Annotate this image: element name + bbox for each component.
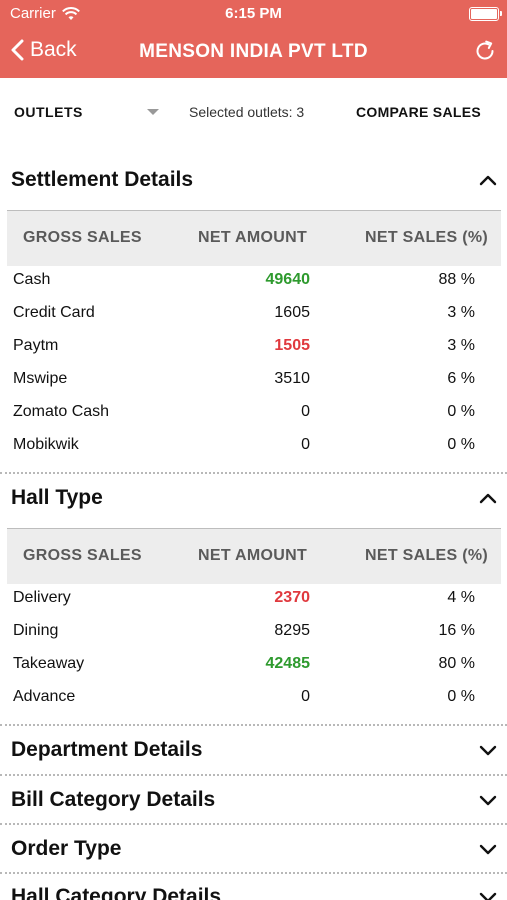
filter-bar: OUTLETS Selected outlets: 3 COMPARE SALE… <box>0 78 507 148</box>
section-header-bill-category[interactable]: Bill Category Details <box>0 777 507 825</box>
section-header-department[interactable]: Department Details <box>0 727 507 775</box>
row-percent: 0 % <box>447 403 475 420</box>
row-percent: 3 % <box>447 304 475 321</box>
row-percent: 3 % <box>447 337 475 354</box>
row-amount: 0 <box>301 403 310 420</box>
table-row: Paytm 1505 3 % <box>0 331 507 364</box>
table-row: Mswipe 3510 6 % <box>0 364 507 397</box>
row-name: Mobikwik <box>13 436 79 453</box>
carrier-label: Carrier <box>10 5 56 22</box>
row-percent: 16 % <box>438 622 475 639</box>
table-header: GROSS SALES NET AMOUNT NET SALES (%) <box>7 210 501 266</box>
section-header-order-type[interactable]: Order Type <box>0 826 507 874</box>
back-button[interactable]: Back <box>10 38 77 62</box>
section-header-hall-type[interactable]: Hall Type <box>0 475 507 523</box>
column-net-amount: NET AMOUNT <box>198 547 308 564</box>
table-row: Zomato Cash 0 0 % <box>0 397 507 430</box>
refresh-icon[interactable] <box>473 39 497 63</box>
row-name: Advance <box>13 688 76 705</box>
row-percent: 88 % <box>438 271 475 288</box>
page-title: MENSON INDIA PVT LTD <box>139 41 368 62</box>
table-row: Cash 49640 88 % <box>0 265 507 298</box>
row-amount: 1605 <box>274 304 310 321</box>
carrier-info: Carrier <box>10 5 80 22</box>
row-amount: 49640 <box>265 271 311 288</box>
table-row: Credit Card 1605 3 % <box>0 298 507 331</box>
row-percent: 0 % <box>447 688 475 705</box>
table-header: GROSS SALES NET AMOUNT NET SALES (%) <box>7 528 501 584</box>
chevron-left-icon <box>11 39 24 61</box>
row-name: Dining <box>13 622 59 639</box>
row-amount: 42485 <box>265 655 311 672</box>
chevron-up-icon <box>479 493 497 504</box>
selected-outlets-label: Selected outlets: 3 <box>189 104 305 120</box>
section-divider <box>0 823 507 825</box>
row-name: Cash <box>13 271 51 288</box>
column-net-sales-pct: NET SALES (%) <box>365 547 489 564</box>
section-title: Order Type <box>11 837 122 860</box>
section-divider <box>0 774 507 776</box>
nav-bar: Back MENSON INDIA PVT LTD <box>0 28 507 78</box>
battery-icon <box>469 7 502 21</box>
row-amount: 0 <box>301 436 310 453</box>
table-row: Advance 0 0 % <box>0 682 507 715</box>
row-amount: 2370 <box>274 589 310 606</box>
chevron-up-icon <box>479 175 497 186</box>
section-title: Settlement Details <box>11 168 194 191</box>
compare-sales-button[interactable]: COMPARE SALES <box>356 104 481 120</box>
column-gross-sales: GROSS SALES <box>23 547 142 564</box>
row-name: Paytm <box>13 337 59 354</box>
row-name: Delivery <box>13 589 71 606</box>
row-amount: 3510 <box>274 370 310 387</box>
section-divider <box>0 724 507 726</box>
row-name: Zomato Cash <box>13 403 110 420</box>
row-percent: 4 % <box>447 589 475 606</box>
table-row: Delivery 2370 4 % <box>0 583 507 616</box>
back-label: Back <box>30 38 77 61</box>
column-net-amount: NET AMOUNT <box>198 229 308 246</box>
section-header-settlement[interactable]: Settlement Details <box>0 157 507 205</box>
table-row: Dining 8295 16 % <box>0 616 507 649</box>
row-name: Credit Card <box>13 304 95 321</box>
row-percent: 0 % <box>447 436 475 453</box>
row-amount: 0 <box>301 688 310 705</box>
row-percent: 80 % <box>438 655 475 672</box>
outlets-dropdown[interactable]: OUTLETS <box>14 104 83 120</box>
chevron-down-icon <box>479 795 497 806</box>
row-name: Takeaway <box>13 655 85 672</box>
dropdown-caret-icon[interactable] <box>147 109 159 115</box>
section-title: Bill Category Details <box>11 788 216 811</box>
section-divider <box>0 872 507 874</box>
row-percent: 6 % <box>447 370 475 387</box>
app-header: Carrier 6:15 PM Back MENSON INDIA PVT LT… <box>0 0 507 78</box>
section-header-hall-category[interactable]: Hall Category Details <box>0 874 507 900</box>
section-divider <box>0 472 507 474</box>
status-bar: Carrier 6:15 PM <box>0 0 507 28</box>
column-gross-sales: GROSS SALES <box>23 229 142 246</box>
table-row: Mobikwik 0 0 % <box>0 430 507 463</box>
chevron-down-icon <box>479 745 497 756</box>
row-amount: 1505 <box>274 337 310 354</box>
section-title: Hall Category Details <box>11 885 222 900</box>
column-net-sales-pct: NET SALES (%) <box>365 229 489 246</box>
row-amount: 8295 <box>274 622 310 639</box>
status-time: 6:15 PM <box>225 5 282 22</box>
wifi-icon <box>61 6 80 20</box>
row-name: Mswipe <box>13 370 68 387</box>
table-row: Takeaway 42485 80 % <box>0 649 507 682</box>
chevron-down-icon <box>479 844 497 855</box>
chevron-down-icon <box>479 892 497 900</box>
section-title: Department Details <box>11 738 203 761</box>
section-title: Hall Type <box>11 486 103 509</box>
